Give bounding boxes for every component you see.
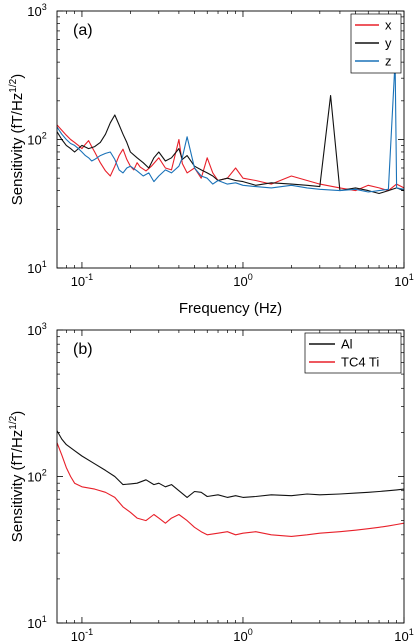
panel-a-series-z-line <box>57 60 404 193</box>
panel-b-y-tick-label: 101 <box>27 614 46 631</box>
panel-a-y-axis-label: Sensitivity (fT/Hz1/2) <box>8 74 26 205</box>
panel-a-label: (a) <box>73 22 93 39</box>
panel-b-y-tick-label: 103 <box>27 321 46 338</box>
panel-b-series-tc4-ti-line <box>57 442 404 537</box>
panel-a-x-axis-label: Frequency (Hz) <box>179 300 282 317</box>
panel-b-y-tick-label: 102 <box>27 468 46 485</box>
panel-b-legend-label-al: Al <box>341 337 353 352</box>
panel-b-x-tick-label: 100 <box>233 627 252 641</box>
panel-a-y-tick-label: 102 <box>27 131 46 148</box>
panel-a-plot-area <box>57 11 404 268</box>
panel-a-y-tick-label: 103 <box>27 2 46 19</box>
panel-a-legend-label-z: z <box>385 54 392 69</box>
panel-b-x-tick-label: 101 <box>394 627 413 641</box>
panel-a-x-tick-label: 100 <box>233 272 252 289</box>
panel-b-x-tick-label: 10-1 <box>71 627 93 641</box>
panel-a-x-tick-label: 10-1 <box>71 272 93 289</box>
panel-a-y-tick-label: 101 <box>27 259 46 276</box>
panel-b-series-al-line <box>57 430 404 498</box>
panel-b-legend: Al TC4 Ti <box>304 332 402 374</box>
panel-a-legend-label-y: y <box>385 36 392 51</box>
panel-a-legend: xyz <box>350 13 402 74</box>
panel-b-label: (b) <box>73 341 93 358</box>
panel-b-legend-label-tc4-ti: TC4 Ti <box>341 355 379 370</box>
panel-b-legend-box <box>304 332 402 374</box>
panel-b-y-axis-label: Sensitivity (fT/Hz1/2) <box>8 411 26 542</box>
panel-a-series-y-line <box>57 94 404 195</box>
panel-a-x-tick-label: 101 <box>394 272 413 289</box>
panel-a-series-x-line <box>57 124 404 192</box>
panel-b-plot-area <box>57 330 404 623</box>
panel-a-axes-box <box>56 10 405 269</box>
panel-a-legend-label-x: x <box>385 18 392 33</box>
panel-b-axes-box <box>56 329 405 624</box>
